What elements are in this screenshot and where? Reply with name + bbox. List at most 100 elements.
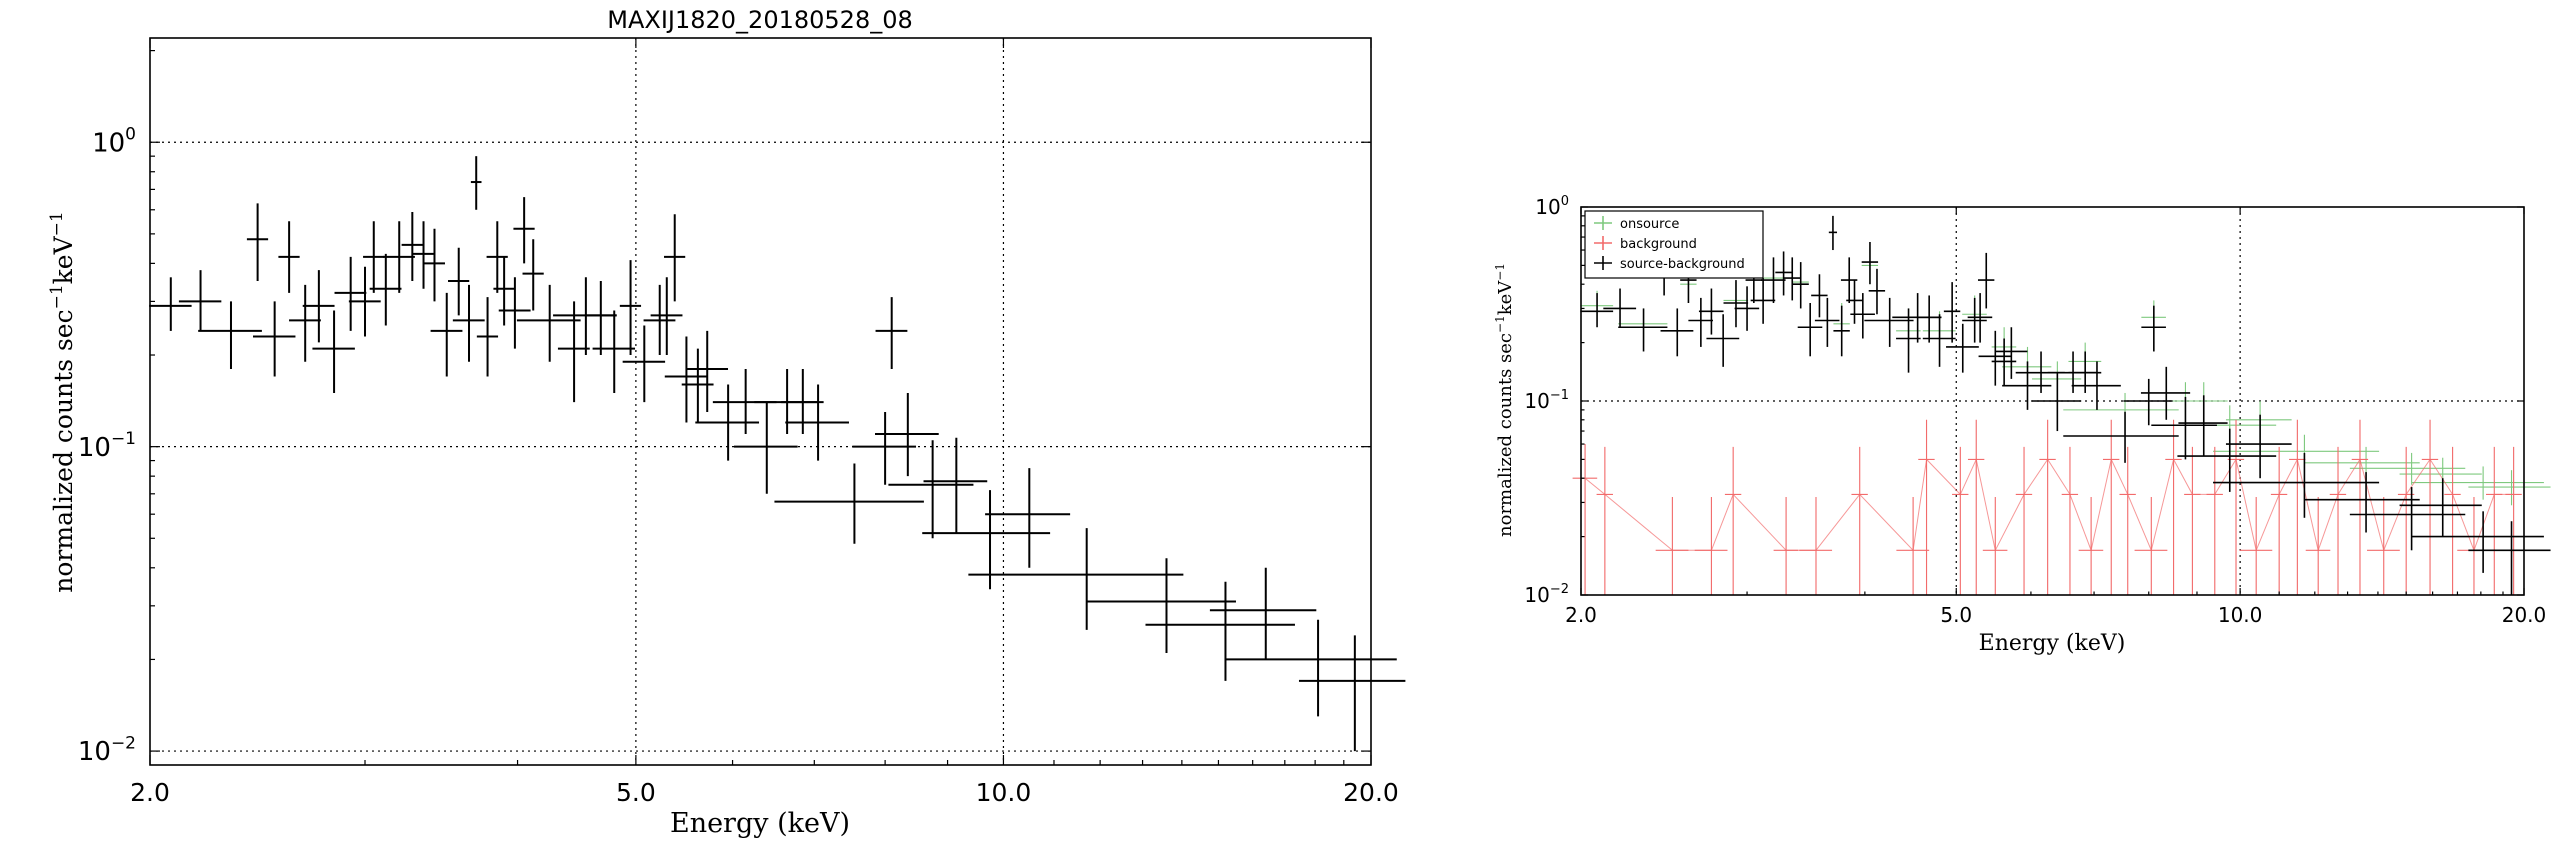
legend: onsource background source-background [1584,210,1764,279]
data-point [1811,274,1828,318]
y-tick-label: 10−1 [1524,388,1569,413]
series-onsource [1580,247,2551,506]
data-point [1660,308,1694,357]
y-axis-label-unit: keV [1495,280,1516,316]
data-point [2061,446,2079,595]
data-point [2002,361,2052,410]
axis-ticks [1580,206,2525,596]
legend-marker-background [1594,236,1612,250]
axis-ticks [149,38,1372,765]
data-point [1775,251,1792,296]
data-point [2213,452,2380,518]
data-point [149,277,192,331]
data-point [1828,215,1838,251]
x-tick-label: 10.0 [2218,603,2263,627]
x-tick-label: 20.0 [1343,778,1399,807]
background-connector [2214,459,2237,495]
y-axis-label-unit-exp: −1 [1493,263,1507,281]
data-point [1943,282,1961,343]
data-point [2444,446,2461,595]
data-point [1833,305,1850,357]
data-point [584,281,617,356]
data-point [2329,446,2347,595]
data-point [302,270,335,343]
legend-label-source-background: source-background [1620,257,1745,272]
data-point [2486,446,2503,595]
background-connector [1732,494,1787,551]
y-tick-label: 10−2 [1524,582,1569,607]
data-point [923,437,988,534]
y-tick-label: 100 [1535,194,1569,219]
background-connector [1959,459,1977,495]
background-connector [2296,459,2319,551]
y-axis-label-unit-exp: −1 [47,211,67,236]
data-point [312,310,355,394]
data-point [888,440,974,539]
data-point [198,301,262,369]
data-point [664,336,708,423]
data-point [2411,466,2544,500]
data-point [1978,330,2012,386]
background-connector [2150,459,2175,551]
data-point [695,384,760,461]
data-point [470,156,482,210]
data-point [334,256,367,331]
background-connector [1975,459,1996,551]
y-axis-label-unit: keV [49,235,78,284]
data-point [476,297,499,377]
data-point [664,214,686,302]
x-tick-label: 10.0 [976,778,1032,807]
data-point [2015,446,2033,595]
data-point [2239,497,2273,595]
data-point [412,221,435,289]
data-point [2123,378,2173,426]
data-point [733,402,798,494]
x-tick-labels: 2.0 5.0 10.0 20.0 [1565,603,2546,627]
data-point [1851,446,1868,595]
background-connector [1912,459,1928,551]
data-point [1864,297,1914,347]
data-point [1868,268,1886,315]
data-point [1946,323,1979,373]
x-tick-label: 5.0 [616,778,656,807]
data-point [1580,293,1614,328]
data-point [592,310,636,394]
x-axis-label: Energy (keV) [1979,631,2126,656]
data-point [363,221,385,293]
data-point [643,284,676,356]
data-point [1850,293,1875,339]
background-connector [1710,494,1734,551]
background-connector [2069,494,2092,551]
data-point [1145,581,1295,681]
y-axis-label: normalized counts sec−1keV−1 [1493,263,1516,537]
data-point [401,211,423,282]
data-point [498,277,531,349]
y-axis-label-main: normalized counts sec [1495,333,1516,537]
y-axis-label-exp: −1 [1493,315,1507,333]
data-point [246,203,269,282]
data-point [513,197,535,264]
data-point [2349,452,2466,485]
grid-lines [150,38,1371,765]
background-connector [2047,459,2071,495]
data-point [774,463,924,544]
data-point [2032,372,2082,432]
background-connector [2173,459,2193,495]
data-point [1086,558,1236,653]
data-point [619,260,642,356]
x-tick-labels: 2.0 5.0 10.0 20.0 [130,778,1399,807]
legend-entry-onsource: onsource [1594,216,1679,232]
y-tick-label: 10−2 [78,733,136,767]
background-connector [1926,459,1961,495]
data-point [516,284,581,362]
data-point [1846,280,1863,324]
main-spectrum-chart: MAXIJ1820_20180528_08 2.0 5.0 10.0 20.0 100… [47,6,1406,839]
y-axis-label-main: normalized counts sec [49,309,78,592]
x-tick-label: 5.0 [1940,603,1972,627]
data-point [452,284,485,362]
y-axis-label-exp: −1 [47,284,67,309]
legend-entry-background: background [1594,236,1697,252]
data-series [149,156,1406,752]
background-connector [2255,494,2280,551]
